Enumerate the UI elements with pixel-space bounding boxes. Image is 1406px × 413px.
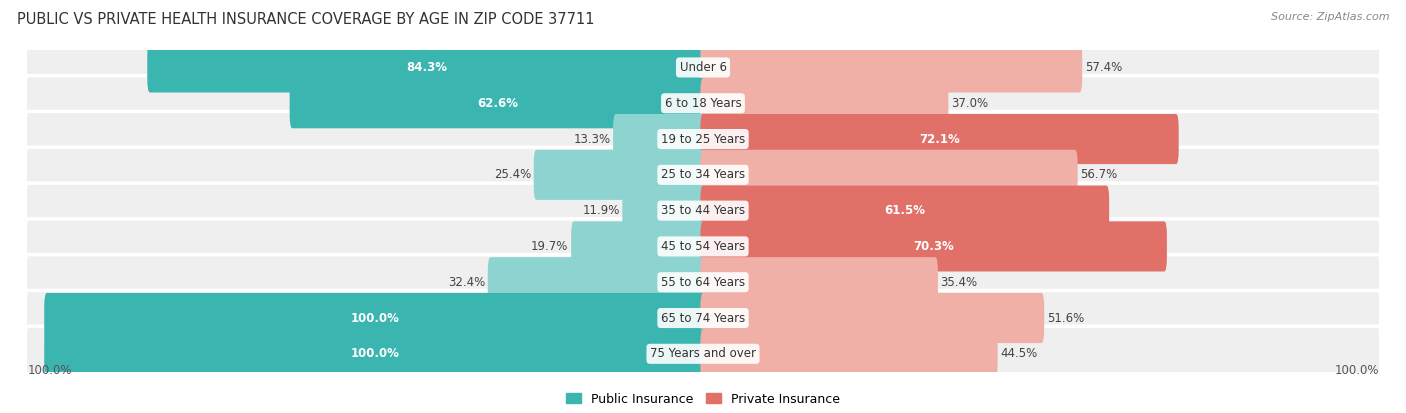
FancyBboxPatch shape bbox=[290, 78, 706, 128]
Text: 11.9%: 11.9% bbox=[582, 204, 620, 217]
Text: PUBLIC VS PRIVATE HEALTH INSURANCE COVERAGE BY AGE IN ZIP CODE 37711: PUBLIC VS PRIVATE HEALTH INSURANCE COVER… bbox=[17, 12, 595, 27]
Text: 84.3%: 84.3% bbox=[406, 61, 447, 74]
FancyBboxPatch shape bbox=[700, 78, 949, 128]
FancyBboxPatch shape bbox=[25, 183, 1381, 238]
Text: 100.0%: 100.0% bbox=[1334, 364, 1379, 377]
FancyBboxPatch shape bbox=[534, 150, 706, 200]
Text: 70.3%: 70.3% bbox=[914, 240, 955, 253]
Text: 57.4%: 57.4% bbox=[1085, 61, 1122, 74]
FancyBboxPatch shape bbox=[700, 293, 1045, 343]
Text: 61.5%: 61.5% bbox=[884, 204, 925, 217]
FancyBboxPatch shape bbox=[488, 257, 706, 307]
FancyBboxPatch shape bbox=[613, 114, 706, 164]
FancyBboxPatch shape bbox=[25, 40, 1381, 95]
Text: 100.0%: 100.0% bbox=[27, 364, 72, 377]
FancyBboxPatch shape bbox=[44, 293, 706, 343]
Text: 25 to 34 Years: 25 to 34 Years bbox=[661, 169, 745, 181]
Text: 19 to 25 Years: 19 to 25 Years bbox=[661, 133, 745, 145]
Legend: Public Insurance, Private Insurance: Public Insurance, Private Insurance bbox=[561, 387, 845, 411]
Text: 25.4%: 25.4% bbox=[494, 169, 531, 181]
FancyBboxPatch shape bbox=[700, 114, 1178, 164]
Text: 35 to 44 Years: 35 to 44 Years bbox=[661, 204, 745, 217]
FancyBboxPatch shape bbox=[25, 290, 1381, 346]
Text: 55 to 64 Years: 55 to 64 Years bbox=[661, 276, 745, 289]
FancyBboxPatch shape bbox=[25, 219, 1381, 274]
Text: 32.4%: 32.4% bbox=[449, 276, 485, 289]
FancyBboxPatch shape bbox=[700, 221, 1167, 271]
Text: 100.0%: 100.0% bbox=[350, 311, 399, 325]
Text: 56.7%: 56.7% bbox=[1080, 169, 1118, 181]
Text: 44.5%: 44.5% bbox=[1000, 347, 1038, 360]
FancyBboxPatch shape bbox=[148, 43, 706, 93]
Text: 100.0%: 100.0% bbox=[350, 347, 399, 360]
Text: 72.1%: 72.1% bbox=[920, 133, 960, 145]
FancyBboxPatch shape bbox=[571, 221, 706, 271]
Text: 19.7%: 19.7% bbox=[531, 240, 568, 253]
FancyBboxPatch shape bbox=[700, 329, 998, 379]
Text: 75 Years and over: 75 Years and over bbox=[650, 347, 756, 360]
Text: Source: ZipAtlas.com: Source: ZipAtlas.com bbox=[1271, 12, 1389, 22]
Text: 62.6%: 62.6% bbox=[477, 97, 519, 110]
FancyBboxPatch shape bbox=[700, 43, 1083, 93]
FancyBboxPatch shape bbox=[700, 150, 1077, 200]
FancyBboxPatch shape bbox=[25, 326, 1381, 381]
Text: 35.4%: 35.4% bbox=[941, 276, 977, 289]
Text: 45 to 54 Years: 45 to 54 Years bbox=[661, 240, 745, 253]
Text: 51.6%: 51.6% bbox=[1047, 311, 1084, 325]
FancyBboxPatch shape bbox=[25, 255, 1381, 310]
FancyBboxPatch shape bbox=[25, 112, 1381, 166]
Text: 65 to 74 Years: 65 to 74 Years bbox=[661, 311, 745, 325]
Text: 6 to 18 Years: 6 to 18 Years bbox=[665, 97, 741, 110]
FancyBboxPatch shape bbox=[623, 185, 706, 236]
FancyBboxPatch shape bbox=[700, 257, 938, 307]
Text: Under 6: Under 6 bbox=[679, 61, 727, 74]
FancyBboxPatch shape bbox=[700, 185, 1109, 236]
FancyBboxPatch shape bbox=[25, 147, 1381, 202]
Text: 13.3%: 13.3% bbox=[574, 133, 610, 145]
Text: 37.0%: 37.0% bbox=[950, 97, 988, 110]
FancyBboxPatch shape bbox=[44, 329, 706, 379]
FancyBboxPatch shape bbox=[25, 76, 1381, 131]
